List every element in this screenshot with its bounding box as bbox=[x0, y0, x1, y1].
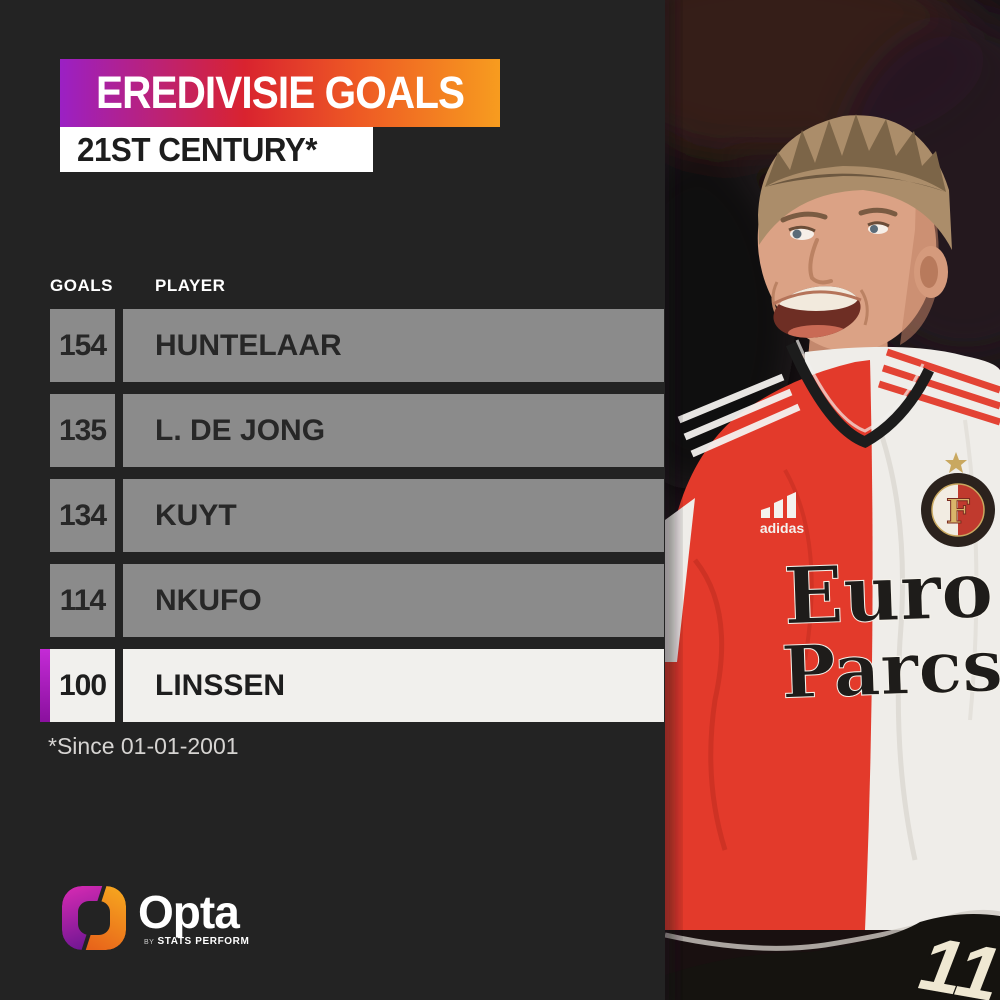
player-figure: adidas F Euro Parcs bbox=[665, 114, 1000, 1000]
opta-wordmark: Opta BY STATS PERFORM bbox=[138, 889, 249, 947]
sponsor-line-1: Euro bbox=[782, 544, 994, 642]
footnote: *Since 01-01-2001 bbox=[48, 733, 239, 759]
goals-value: 135 bbox=[50, 394, 115, 467]
opta-branding: Opta BY STATS PERFORM bbox=[62, 886, 249, 950]
goals-value: 100 bbox=[50, 649, 115, 722]
opta-company: STATS PERFORM bbox=[157, 936, 250, 947]
sponsor-line-2: Parcs bbox=[780, 622, 1000, 715]
opta-logo-icon bbox=[62, 886, 126, 950]
opta-name: Opta bbox=[138, 886, 240, 938]
page-title: EREDIVISIE GOALS bbox=[96, 67, 465, 118]
opta-by: BY bbox=[144, 939, 155, 946]
table-row: 135 L. DE JONG bbox=[50, 394, 664, 467]
player-name: KUYT bbox=[123, 479, 664, 552]
table-row: 114 NKUFO bbox=[50, 564, 664, 637]
shirt-sponsor: Euro Parcs bbox=[779, 544, 1000, 715]
subtitle-banner: 21ST CENTURY* bbox=[60, 127, 373, 172]
adidas-label: adidas bbox=[760, 520, 805, 536]
adidas-logo: adidas bbox=[760, 492, 805, 536]
player-name: LINSSEN bbox=[123, 649, 664, 722]
column-header-player: PLAYER bbox=[155, 276, 226, 295]
goals-value: 154 bbox=[50, 309, 115, 382]
goals-value: 134 bbox=[50, 479, 115, 552]
column-header-goals: GOALS bbox=[50, 276, 113, 295]
title-banner: EREDIVISIE GOALS bbox=[60, 59, 500, 127]
page-subtitle: 21ST CENTURY* bbox=[77, 130, 318, 168]
goals-table: 154 HUNTELAAR 135 L. DE JONG 134 KUYT 11… bbox=[40, 309, 664, 734]
player-name: HUNTELAAR bbox=[123, 309, 664, 382]
player-photo-illustration: adidas F Euro Parcs bbox=[665, 0, 1000, 1000]
table-row: 154 HUNTELAAR bbox=[50, 309, 664, 382]
badge-letter: F bbox=[946, 492, 970, 532]
table-row: 100 LINSSEN bbox=[40, 649, 664, 722]
player-photo: adidas F Euro Parcs bbox=[665, 0, 1000, 1000]
club-badge: F bbox=[921, 452, 995, 547]
player-name: L. DE JONG bbox=[123, 394, 664, 467]
player-name: NKUFO bbox=[123, 564, 664, 637]
goals-value: 114 bbox=[50, 564, 115, 637]
table-row: 134 KUYT bbox=[50, 479, 664, 552]
shorts-number: 11 bbox=[914, 921, 1000, 1000]
opta-tagline: BY STATS PERFORM bbox=[138, 936, 249, 947]
